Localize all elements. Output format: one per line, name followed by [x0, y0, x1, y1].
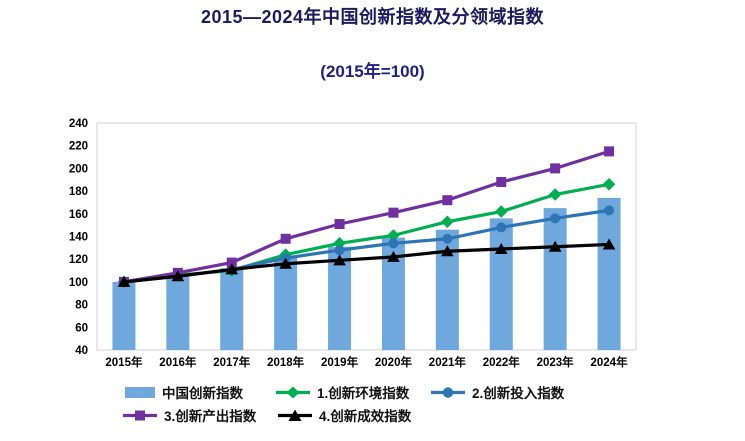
square-marker-icon [123, 410, 157, 420]
bar-swatch-icon [125, 386, 155, 398]
legend-item-innovation-input-index: 2.创新投入指数 [431, 382, 564, 402]
legend-label: 1.创新环境指数 [317, 386, 410, 401]
svg-text:2015年: 2015年 [105, 355, 143, 369]
svg-text:2019年: 2019年 [321, 355, 359, 369]
legend-item-innovation-output-index: 3.创新产出指数 [123, 405, 256, 425]
svg-text:220: 220 [69, 141, 88, 153]
svg-text:160: 160 [69, 209, 88, 221]
chart-title: 2015—2024年中国创新指数及分领域指数 [200, 7, 545, 27]
svg-text:2017年: 2017年 [213, 355, 251, 369]
svg-text:2020年: 2020年 [375, 355, 413, 369]
triangle-marker-icon [278, 409, 312, 421]
legend-label: 4.创新成效指数 [319, 409, 412, 424]
svg-text:2016年: 2016年 [159, 355, 197, 369]
svg-text:2018年: 2018年 [267, 355, 305, 369]
legend-item-china-innovation-index: 中国创新指数 [125, 382, 243, 402]
svg-text:140: 140 [69, 232, 88, 244]
svg-text:240: 240 [69, 118, 88, 130]
svg-text:40: 40 [75, 345, 88, 357]
svg-text:2024年: 2024年 [591, 355, 629, 369]
chart-subtitle: (2015年=100) [320, 62, 425, 81]
svg-text:100: 100 [69, 277, 88, 289]
legend-label: 2.创新投入指数 [472, 386, 565, 401]
svg-text:80: 80 [75, 300, 88, 312]
svg-text:60: 60 [75, 322, 88, 334]
circle-marker-icon [431, 386, 465, 398]
legend-label: 3.创新产出指数 [164, 409, 257, 424]
svg-text:120: 120 [69, 254, 88, 266]
svg-text:2021年: 2021年 [429, 355, 467, 369]
legend-item-innovation-environment-index: 1.创新环境指数 [276, 382, 409, 402]
svg-text:200: 200 [69, 163, 88, 175]
svg-text:2023年: 2023年 [537, 355, 575, 369]
svg-text:180: 180 [69, 186, 88, 198]
legend-item-innovation-effect-index: 4.创新成效指数 [278, 405, 411, 425]
svg-text:2022年: 2022年 [483, 355, 521, 369]
legend-label: 中国创新指数 [162, 386, 243, 401]
diamond-marker-icon [276, 386, 310, 398]
